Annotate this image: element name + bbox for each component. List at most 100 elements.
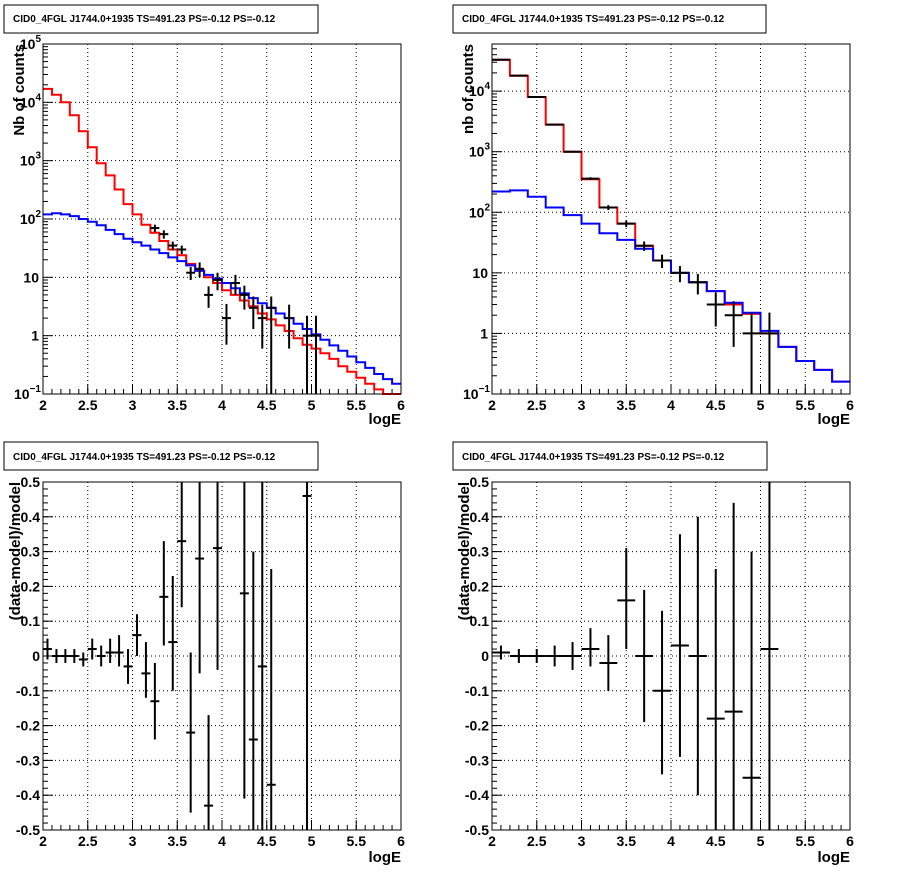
x-tick-label: 4.5 <box>706 833 726 849</box>
y-tick-label: 0.1 <box>470 613 490 629</box>
x-tick-label: 3 <box>129 397 137 413</box>
plot-title: CID0_4FGL J1744.0+1935 TS=491.23 PS=-0.1… <box>462 14 725 25</box>
x-axis-label: logE <box>818 849 851 866</box>
data-point <box>509 649 528 663</box>
data-point <box>653 254 671 269</box>
data-point <box>599 205 618 211</box>
title-box <box>452 4 767 34</box>
y-tick-label: 104 <box>469 81 491 99</box>
data-point <box>599 635 618 691</box>
data-point <box>527 649 546 663</box>
plot-area: 2 2.5 3 3.5 4 4.5 5 5.5 6 10−1 1 10 102 103 104 105 <box>14 34 405 413</box>
plot-frame-bg <box>492 44 850 394</box>
x-tick-label: 3.5 <box>168 833 188 849</box>
data-point <box>186 652 196 813</box>
x-tick-label: 4.5 <box>257 397 277 413</box>
y-tick-label: 0.3 <box>21 544 41 560</box>
x-tick-label: 2.5 <box>527 397 547 413</box>
x-tick-label: 4.5 <box>706 397 726 413</box>
data-point <box>168 241 178 251</box>
data-point <box>239 482 249 799</box>
x-tick-label: 4 <box>218 397 226 413</box>
x-tick-label: 3.5 <box>168 397 188 413</box>
data-point <box>545 645 564 667</box>
data-point <box>159 541 169 646</box>
x-tick-label: 2 <box>39 397 47 413</box>
data-point <box>69 649 79 663</box>
data-point <box>195 482 205 674</box>
y-tick-label: 0.4 <box>470 509 490 525</box>
y-axis-label: (data-model)/model <box>456 482 473 620</box>
y-tick-label: -0.2 <box>16 718 40 734</box>
x-tick-label: 4 <box>218 833 226 849</box>
data-point <box>87 638 97 660</box>
y-tick-label: 102 <box>20 209 42 227</box>
y-tick-label: 105 <box>20 34 42 52</box>
y-tick-label: 0.5 <box>21 474 41 490</box>
data-point <box>706 292 725 327</box>
y-tick-label: 102 <box>469 202 491 220</box>
x-tick-label: 4 <box>667 397 675 413</box>
data-point <box>132 614 142 656</box>
x-tick-label: 3 <box>129 833 137 849</box>
residual-plot-right: CID0_4FGL J1744.0+1935 TS=491.23 PS=-0.1… <box>452 441 854 866</box>
data-point <box>248 296 258 330</box>
y-tick-label: 0.2 <box>21 578 41 594</box>
y-tick-label: -0.5 <box>16 822 40 838</box>
plot-area: 2 2.5 3 3.5 4 4.5 5 5.5 6 10−1 1 10 102 103 104 <box>463 43 854 413</box>
x-tick-label: 6 <box>846 833 854 849</box>
y-tick-label: -0.1 <box>16 683 40 699</box>
data-point <box>150 662 160 740</box>
residual-points <box>43 482 312 830</box>
plot-area: 2 2.5 3 3.5 4 4.5 5 5.5 6 -0.5 -0.4 -0.3 -0.2 -0.1 0 0.… <box>16 474 405 849</box>
x-tick-label: 5 <box>308 397 316 413</box>
data-point <box>96 645 106 667</box>
y-tick-label: -0.1 <box>465 683 489 699</box>
data-point <box>617 220 636 228</box>
data-point <box>114 635 124 667</box>
data-point <box>222 303 231 345</box>
x-tick-label: 5.5 <box>796 833 816 849</box>
y-tick-label: -0.4 <box>16 787 40 803</box>
plot-area: 2 2.5 3 3.5 4 4.5 5 5.5 6 -0.5 -0.4 -0.3 -0.2 -0.1 0 0.… <box>465 474 854 849</box>
x-tick-label: 5 <box>308 833 316 849</box>
x-tick-label: 3.5 <box>617 833 637 849</box>
data-point <box>706 569 725 830</box>
data-point <box>51 649 61 663</box>
y-tick-label: -0.4 <box>465 787 489 803</box>
y-axis-label: (data-model)/model <box>7 482 24 620</box>
data-point <box>213 272 222 291</box>
y-tick-label: 10 <box>23 269 39 285</box>
data-points <box>492 58 779 394</box>
data-point <box>742 551 761 830</box>
data-point <box>150 224 160 232</box>
y-tick-label: -0.3 <box>465 752 489 768</box>
data-point <box>302 482 312 830</box>
data-point <box>239 285 249 310</box>
y-tick-label: -0.2 <box>465 718 489 734</box>
plot-title: CID0_4FGL J1744.0+1935 TS=491.23 PS=-0.1… <box>13 452 276 463</box>
y-tick-label: 10−1 <box>14 384 41 402</box>
x-tick-label: 3 <box>578 397 586 413</box>
y-tick-label: 0.4 <box>21 509 41 525</box>
data-point <box>527 96 546 99</box>
plot-title: CID0_4FGL J1744.0+1935 TS=491.23 PS=-0.1… <box>462 452 725 463</box>
y-tick-label: 0.3 <box>470 544 490 560</box>
data-point <box>302 315 312 394</box>
x-tick-label: 5.5 <box>796 397 816 413</box>
data-point <box>311 315 321 394</box>
data-point <box>581 177 600 181</box>
data-point <box>177 482 187 608</box>
plot-title: CID0_4FGL J1744.0+1935 TS=491.23 PS=-0.1… <box>13 14 276 25</box>
data-point <box>688 273 707 295</box>
x-tick-label: 2.5 <box>78 833 98 849</box>
data-point <box>724 301 743 347</box>
data-point <box>195 262 205 278</box>
plot-frame <box>491 481 851 831</box>
x-axis-label: logE <box>369 411 402 428</box>
data-point <box>60 649 70 663</box>
y-tick-label: 103 <box>20 151 42 169</box>
data-point <box>43 638 52 660</box>
x-tick-label: 6 <box>846 397 854 413</box>
x-tick-label: 2 <box>39 833 47 849</box>
